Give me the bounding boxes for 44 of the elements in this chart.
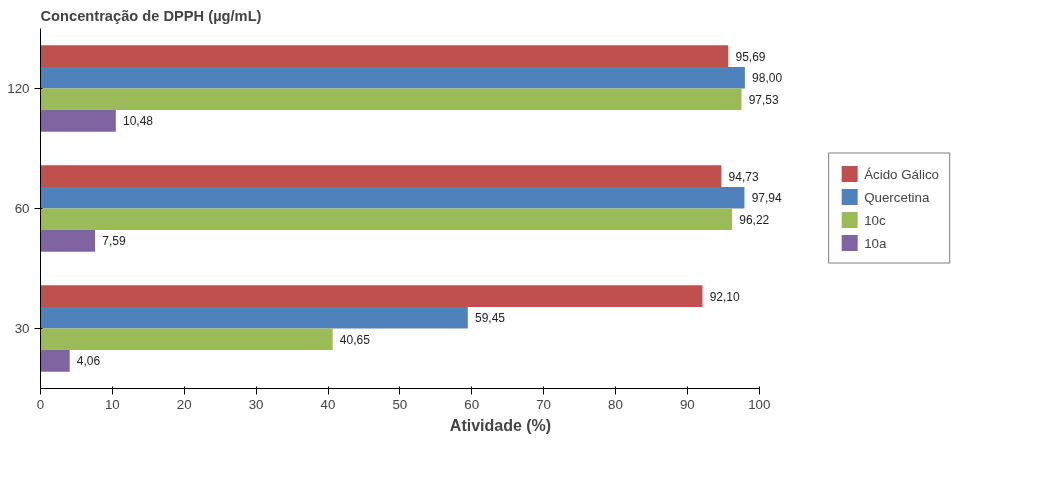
x-tick-label: 90 (679, 396, 695, 412)
data-label: 4,06 (76, 354, 101, 369)
data-label: 97,53 (748, 92, 780, 107)
bar (40, 306, 468, 329)
bar (40, 110, 116, 132)
x-axis-title: Atividade (%) (449, 416, 552, 434)
data-label: 98,00 (752, 71, 783, 86)
x-tick-label: 30 (248, 396, 264, 412)
data-label: 10,48 (123, 114, 154, 129)
legend-label: Quercetina (864, 189, 930, 204)
bar (40, 230, 96, 252)
data-label: 40,65 (339, 332, 371, 347)
y-tick-label: 30 (14, 321, 30, 336)
bar (40, 88, 742, 111)
x-tick-label: 50 (392, 396, 408, 412)
bar (40, 186, 745, 209)
bar (40, 208, 733, 231)
x-tick-label: 60 (464, 396, 480, 412)
x-tick-label: 70 (536, 396, 552, 412)
legend-label: 10c (864, 212, 886, 227)
x-tick-label: 80 (608, 396, 623, 412)
data-label: 97,94 (751, 191, 782, 206)
x-tick-label: 10 (104, 396, 120, 412)
x-tick-label: 20 (176, 396, 192, 412)
data-label: 96,22 (739, 212, 770, 227)
data-label: 95,69 (735, 49, 766, 64)
bar (40, 45, 729, 67)
bar (40, 165, 722, 187)
bar (40, 328, 333, 351)
bar (40, 285, 703, 307)
y-tick-label: 60 (14, 201, 30, 216)
x-tick-label: 40 (320, 396, 336, 412)
x-tick-label: 0 (36, 396, 45, 412)
y-tick-label: 120 (7, 81, 30, 96)
data-label: 92,10 (709, 289, 741, 304)
y-axis-title: Concentração de DPPH (µg/mL) (40, 7, 262, 24)
x-tick-label: 100 (748, 396, 771, 412)
legend-label: Ácido Gálico (864, 166, 939, 181)
legend-label: 10a (864, 235, 887, 250)
bar (40, 350, 70, 372)
bar (40, 66, 745, 89)
data-label: 7,59 (102, 234, 126, 249)
data-label: 94,73 (728, 169, 759, 184)
data-label: 59,45 (474, 311, 506, 326)
